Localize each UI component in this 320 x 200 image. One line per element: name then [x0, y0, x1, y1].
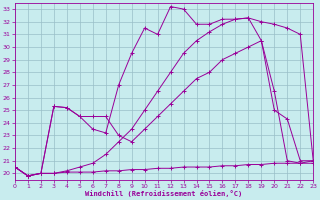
X-axis label: Windchill (Refroidissement éolien,°C): Windchill (Refroidissement éolien,°C) [85, 190, 243, 197]
